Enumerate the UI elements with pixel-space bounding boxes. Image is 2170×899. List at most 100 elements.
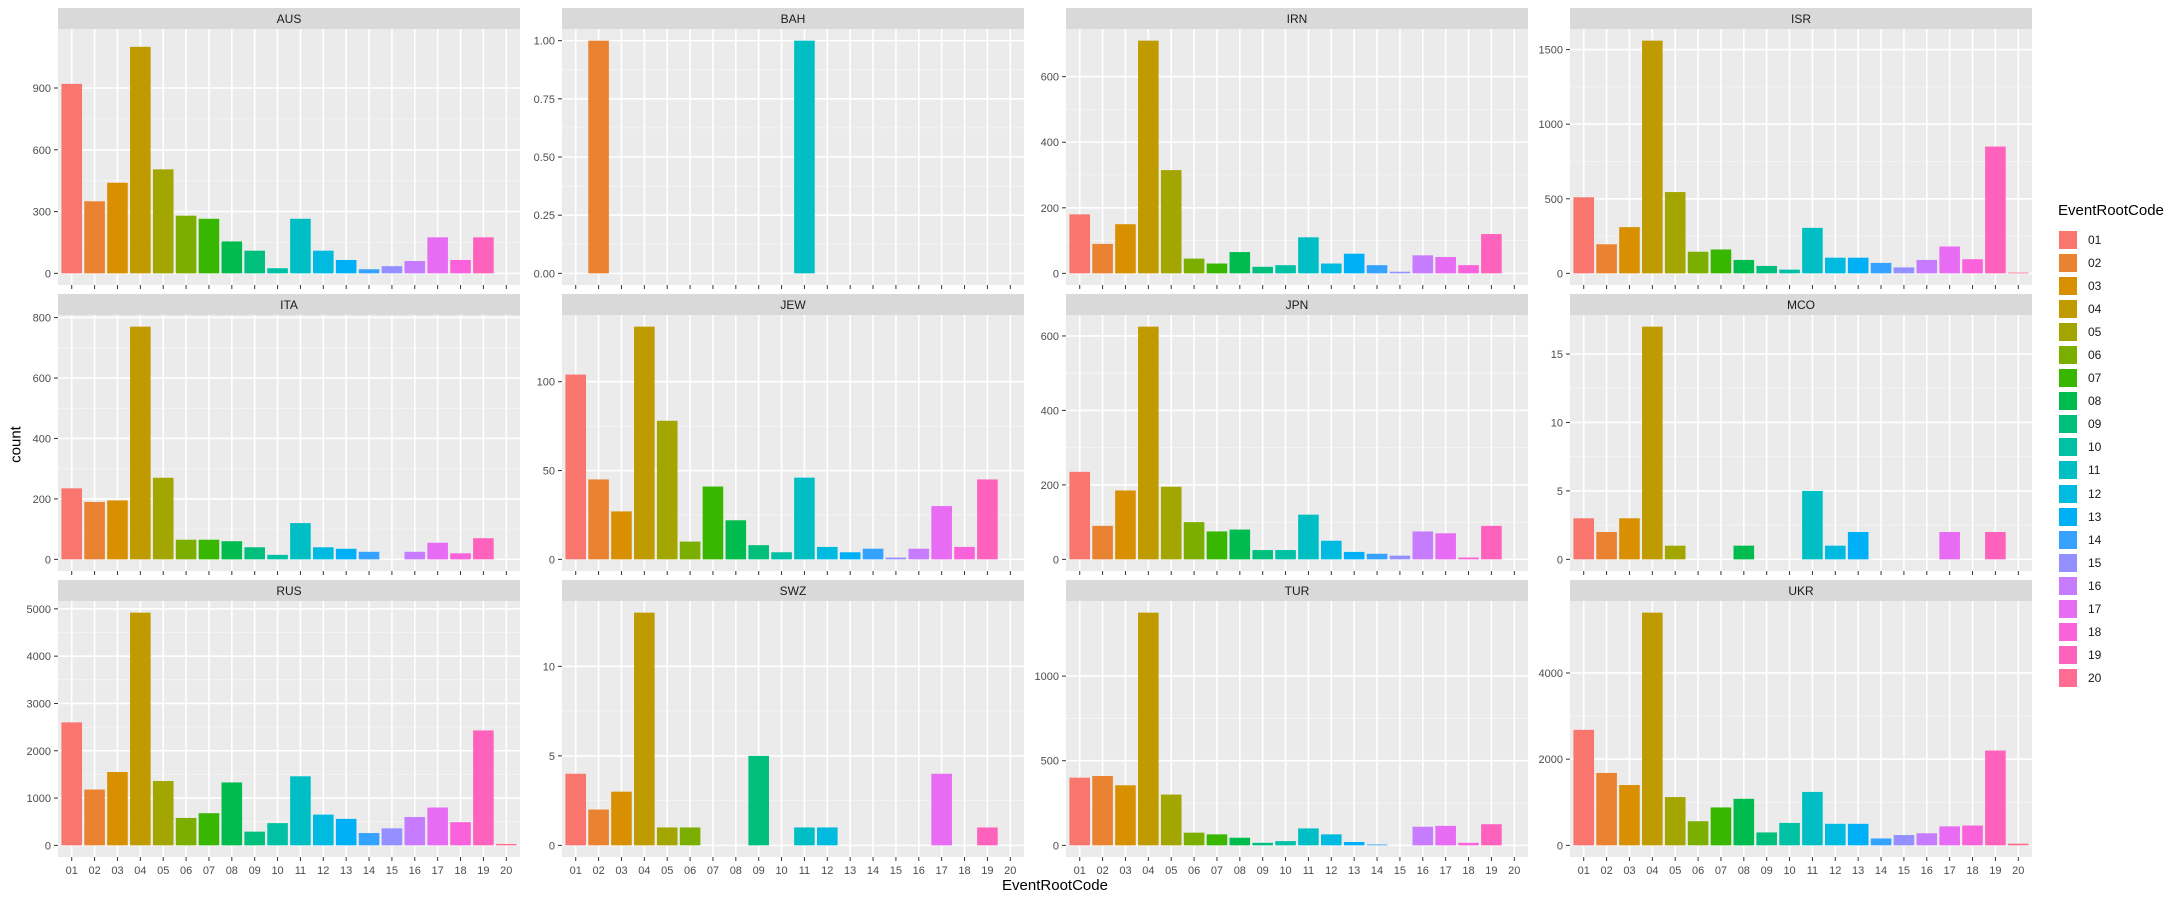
bar-mco-17 <box>1939 531 1960 560</box>
bar-jpn-06 <box>1183 522 1205 560</box>
x-tick-label: 07 <box>707 865 719 877</box>
y-tick-label: 0 <box>1053 840 1059 852</box>
x-tick-label: 17 <box>1440 865 1452 877</box>
bar-rus-09 <box>244 831 265 846</box>
bar-ukr-03 <box>1619 785 1640 846</box>
bar-rus-10 <box>267 823 288 846</box>
x-tick-label: 07 <box>1715 865 1727 877</box>
bar-irn-08 <box>1229 252 1251 274</box>
bar-irn-07 <box>1206 263 1228 274</box>
bar-jpn-14 <box>1366 553 1388 560</box>
x-tick-label: 12 <box>317 865 329 877</box>
facet-strip <box>1066 580 1528 601</box>
facet-strip-label: IRN <box>1287 12 1308 26</box>
legend-label: 05 <box>2088 324 2102 339</box>
facet-isr: ISR 0 500 1000 1500 <box>1539 8 2032 289</box>
bar-jpn-16 <box>1412 531 1434 560</box>
bar-irn-19 <box>1481 234 1502 274</box>
legend-item-15: 15 <box>2058 551 2168 574</box>
bar-rus-01 <box>61 722 83 846</box>
x-tick-label: 04 <box>134 865 146 877</box>
legend-label: 04 <box>2088 301 2102 316</box>
x-tick-label: 19 <box>1989 865 2001 877</box>
legend-label: 18 <box>2088 625 2102 640</box>
bar-irn-06 <box>1183 258 1205 274</box>
bar-ita-14 <box>358 551 380 560</box>
bar-rus-18 <box>450 822 471 846</box>
bar-tur-19 <box>1481 824 1502 846</box>
legend-key <box>2058 529 2078 550</box>
bar-ukr-04 <box>1642 612 1663 846</box>
facet-irn: IRN 0 200 400 600 <box>1041 8 1528 289</box>
x-tick-label: 19 <box>477 865 489 877</box>
bar-ita-17 <box>427 542 448 560</box>
legend-key <box>2058 298 2078 319</box>
legend-label: 08 <box>2088 394 2102 409</box>
y-tick-label: 0 <box>1053 268 1059 280</box>
bar-irn-16 <box>1412 255 1434 274</box>
bar-jpn-05 <box>1160 486 1182 560</box>
bar-mco-02 <box>1596 531 1617 560</box>
legend-item-07: 07 <box>2058 367 2168 390</box>
y-tick-label: 1000 <box>27 793 51 805</box>
bar-irn-01 <box>1069 214 1091 274</box>
x-tick-label: 20 <box>1004 865 1016 877</box>
bar-isr-18 <box>1962 259 1983 274</box>
legend-title: EventRootCode <box>2058 202 2164 219</box>
facet-strip-label: BAH <box>781 12 806 26</box>
bar-irn-12 <box>1321 263 1342 274</box>
bar-irn-14 <box>1366 265 1388 274</box>
bar-aus-07 <box>198 218 220 274</box>
bar-jpn-11 <box>1298 514 1319 560</box>
bar-jew-02 <box>588 479 609 560</box>
y-tick-label: 200 <box>1041 480 1059 492</box>
x-tick-label: 16 <box>913 865 925 877</box>
x-tick-label: 18 <box>1462 865 1474 877</box>
bar-jpn-19 <box>1481 525 1502 560</box>
bar-aus-19 <box>473 237 494 274</box>
legend-label: 14 <box>2088 532 2102 547</box>
bar-mco-05 <box>1664 545 1686 560</box>
bar-mco-08 <box>1733 545 1755 560</box>
bar-swz-06 <box>679 827 701 846</box>
bar-bah-11 <box>794 40 815 274</box>
bar-swz-17 <box>931 773 952 846</box>
bar-ita-13 <box>335 548 357 560</box>
y-tick-label: 400 <box>33 433 51 445</box>
x-tick-label: 05 <box>157 865 169 877</box>
legend-label: 16 <box>2088 578 2102 593</box>
bar-ukr-12 <box>1825 823 1846 846</box>
y-tick-label: 4000 <box>1539 668 1563 680</box>
bar-aus-12 <box>313 250 334 274</box>
legend-key <box>2058 252 2078 273</box>
x-tick-label: 13 <box>1348 865 1360 877</box>
bar-ukr-01 <box>1573 729 1595 846</box>
legend-item-16: 16 <box>2058 574 2168 597</box>
x-tick-label: 14 <box>363 865 375 877</box>
bar-jpn-04 <box>1138 326 1159 560</box>
facet-strip <box>562 580 1024 601</box>
bar-jew-05 <box>656 420 678 560</box>
bar-irn-09 <box>1252 266 1273 274</box>
legend-item-19: 19 <box>2058 644 2168 667</box>
y-tick-label: 100 <box>537 377 555 389</box>
bar-aus-01 <box>61 83 83 274</box>
facet-strip-label: SWZ <box>780 584 807 598</box>
bar-jpn-09 <box>1252 550 1273 560</box>
x-tick-label: 15 <box>386 865 398 877</box>
bar-ita-16 <box>404 551 426 560</box>
x-tick-label: 09 <box>1257 865 1269 877</box>
facet-strip <box>1066 294 1528 315</box>
facet-strip <box>1570 8 2032 29</box>
y-tick-label: 10 <box>1551 417 1563 429</box>
bar-irn-10 <box>1275 265 1296 274</box>
y-tick-label: 2000 <box>1539 754 1563 766</box>
bar-tur-03 <box>1115 785 1136 846</box>
y-tick-label: 0 <box>45 268 51 280</box>
bar-isr-10 <box>1779 269 1800 274</box>
x-tick-label: 07 <box>203 865 215 877</box>
bar-isr-05 <box>1664 192 1686 274</box>
x-tick-label: 03 <box>1623 865 1635 877</box>
facet-strip <box>562 8 1024 29</box>
